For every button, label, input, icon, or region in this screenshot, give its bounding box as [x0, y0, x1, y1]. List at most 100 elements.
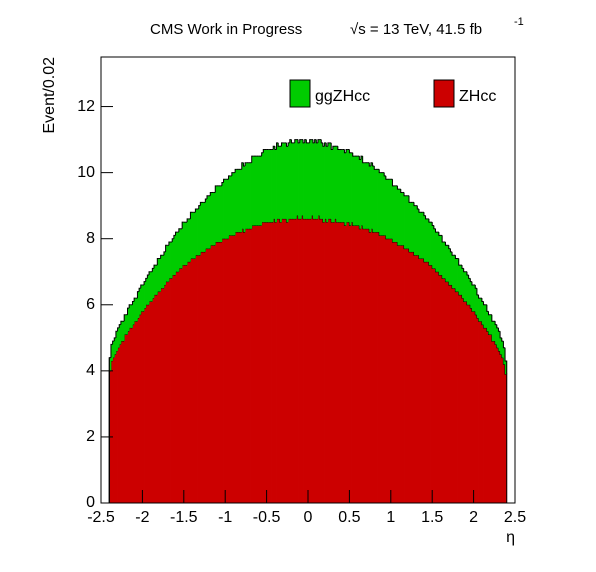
- bar: [114, 337, 117, 355]
- bar: [157, 258, 160, 292]
- bar: [298, 218, 301, 504]
- bar-outline: [348, 149, 352, 154]
- bar-outline: [330, 142, 333, 151]
- bar: [197, 208, 200, 256]
- bar: [331, 149, 334, 223]
- bar: [180, 228, 183, 269]
- bar-outline: [194, 208, 198, 213]
- bar: [326, 146, 329, 223]
- bar: [438, 235, 441, 276]
- bar-outline: [466, 271, 469, 276]
- bar: [317, 215, 320, 504]
- bar-outline: [138, 287, 141, 292]
- bar: [457, 291, 460, 503]
- bar: [364, 228, 367, 503]
- bar: [223, 179, 226, 239]
- bar: [135, 298, 138, 322]
- bar: [177, 271, 180, 503]
- bar-outline: [148, 271, 151, 276]
- x-tick-label: -1: [218, 509, 232, 526]
- bar: [134, 298, 137, 322]
- bar-outline: [274, 146, 277, 151]
- bar: [420, 212, 423, 259]
- bar: [218, 185, 221, 243]
- bar: [130, 304, 133, 328]
- bar: [503, 347, 506, 365]
- bar-outline: [497, 327, 501, 332]
- bar: [202, 251, 205, 503]
- bar-outline: [153, 264, 156, 269]
- bar: [309, 218, 312, 504]
- bar: [240, 232, 243, 503]
- bar-outline: [128, 304, 131, 309]
- bar-outline: [486, 304, 489, 312]
- bar: [322, 222, 325, 503]
- bar-outline: [160, 254, 163, 259]
- bar: [405, 248, 408, 503]
- bar: [483, 304, 486, 328]
- bar: [418, 212, 422, 259]
- bar-outline: [471, 281, 474, 286]
- bar-outline: [120, 320, 123, 325]
- bar: [183, 265, 186, 503]
- bar: [346, 222, 349, 503]
- bar: [480, 298, 483, 322]
- bar: [389, 179, 392, 239]
- bar-outline: [241, 162, 244, 170]
- bar: [251, 225, 254, 503]
- bar: [372, 166, 375, 233]
- bar: [470, 308, 473, 503]
- bar: [442, 242, 445, 279]
- bar: [153, 265, 157, 295]
- bar: [278, 218, 281, 504]
- bar: [238, 169, 241, 233]
- bar: [491, 321, 494, 342]
- bar-outline: [476, 288, 479, 296]
- bar: [440, 275, 443, 503]
- bar: [471, 311, 474, 503]
- bar: [331, 222, 334, 503]
- bar: [349, 225, 352, 503]
- bar-outline: [234, 168, 237, 173]
- bar: [137, 317, 140, 503]
- bar: [284, 142, 287, 219]
- y-tick-label: 10: [77, 164, 95, 181]
- bar: [165, 281, 168, 503]
- bar: [172, 275, 175, 503]
- bar: [163, 284, 166, 503]
- bar: [447, 281, 450, 503]
- bar: [140, 311, 143, 503]
- bar: [319, 139, 322, 219]
- bar: [167, 281, 170, 503]
- bar-outline: [408, 195, 411, 203]
- bar-outline: [165, 244, 168, 252]
- bar: [334, 146, 337, 219]
- bar: [152, 298, 155, 503]
- bar: [417, 208, 420, 256]
- bar: [235, 232, 238, 503]
- x-axis-label: η: [506, 529, 515, 546]
- bar-outline: [204, 198, 207, 203]
- bar-outline: [483, 301, 486, 306]
- bar: [385, 238, 388, 503]
- bar-outline: [458, 258, 461, 266]
- bar: [273, 218, 276, 504]
- bar: [127, 308, 130, 332]
- bar: [445, 281, 448, 503]
- bar: [273, 146, 276, 219]
- bar: [466, 304, 470, 503]
- bar: [173, 235, 176, 276]
- bar: [452, 255, 455, 289]
- bar: [213, 245, 216, 504]
- bar: [198, 255, 201, 503]
- bar: [498, 351, 501, 503]
- bar: [200, 202, 203, 252]
- bar: [112, 357, 115, 503]
- bar: [430, 265, 433, 503]
- bar: [255, 225, 258, 503]
- bar: [312, 142, 316, 219]
- bar-outline: [136, 291, 140, 299]
- bar-outline: [181, 221, 184, 229]
- bar: [359, 159, 362, 229]
- bar: [296, 215, 299, 504]
